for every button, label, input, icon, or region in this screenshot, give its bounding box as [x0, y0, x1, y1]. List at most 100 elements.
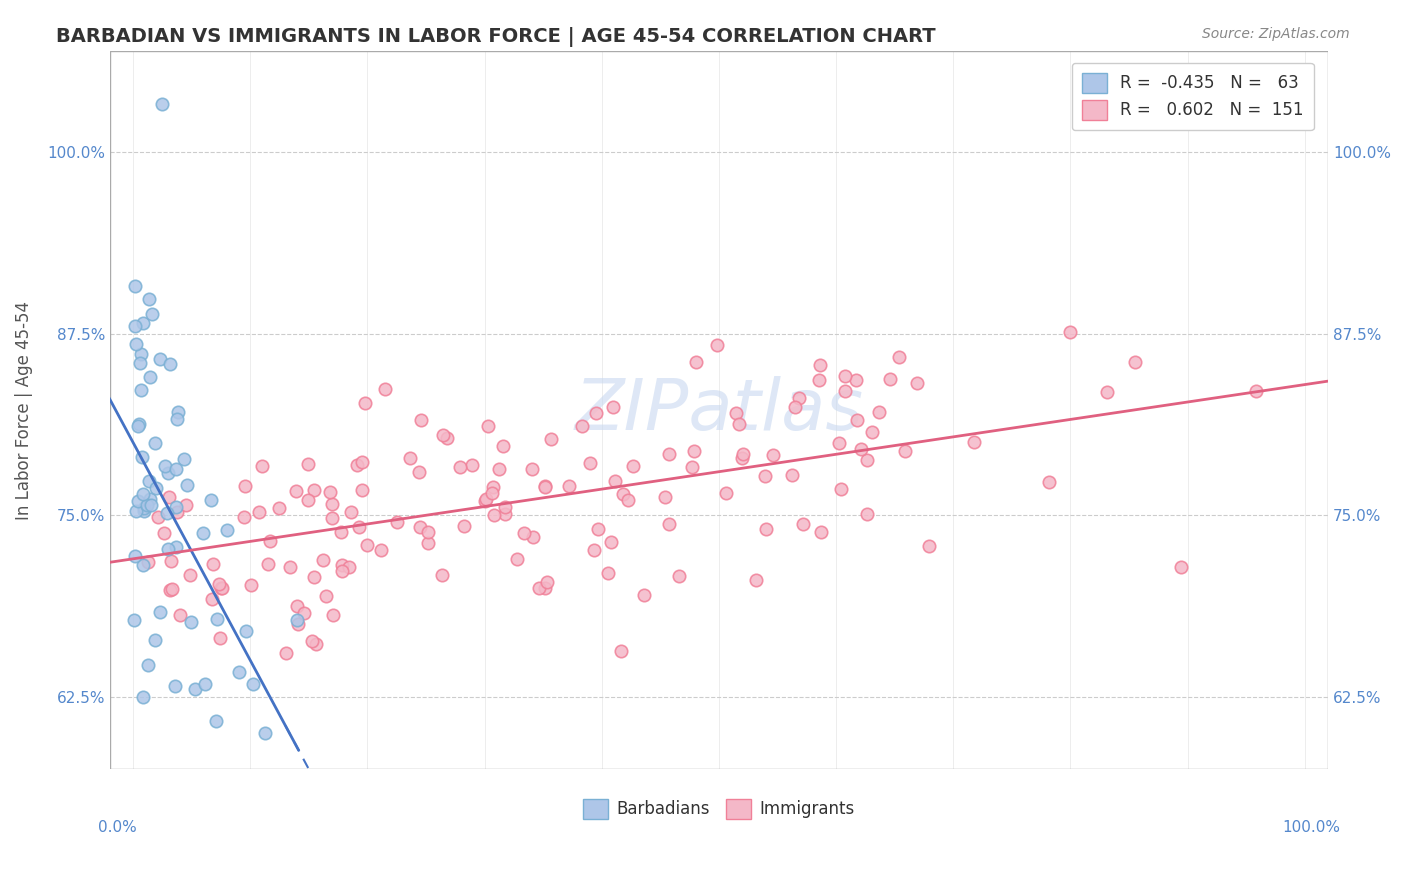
Point [165, 462, 187, 476]
Point [143, 632, 166, 647]
Point [583, 543, 606, 558]
Point [868, 405, 890, 419]
Point [475, 491, 498, 506]
Text: BARBADIAN VS IMMIGRANTS IN LABOR FORCE | AGE 45-54 CORRELATION CHART: BARBADIAN VS IMMIGRANTS IN LABOR FORCE |… [56, 27, 936, 46]
Point [520, 462, 543, 476]
Point [136, 498, 159, 512]
Point [211, 581, 233, 595]
Point [259, 533, 281, 548]
Point [157, 466, 180, 480]
Point [330, 525, 353, 540]
Point [534, 480, 557, 494]
Point [209, 582, 232, 596]
Point [754, 468, 776, 483]
Point [337, 559, 360, 574]
Point [408, 520, 430, 534]
Point [159, 582, 181, 597]
Point [385, 515, 408, 529]
Point [610, 644, 633, 658]
Point [302, 570, 325, 584]
Point [851, 442, 873, 456]
Point [159, 553, 181, 567]
Point [432, 428, 454, 442]
Point [155, 458, 177, 473]
Point [129, 347, 152, 361]
Point [488, 461, 510, 475]
Point [706, 337, 728, 351]
Point [481, 480, 503, 494]
Point [409, 413, 432, 427]
Point [370, 543, 392, 558]
Point [257, 558, 280, 572]
Point [173, 452, 195, 467]
Point [682, 443, 704, 458]
Point [727, 417, 749, 432]
Text: 100.0%: 100.0% [1282, 820, 1340, 835]
Point [208, 576, 231, 591]
Point [136, 555, 159, 569]
Point [321, 511, 343, 525]
Point [267, 500, 290, 515]
Point [399, 451, 422, 466]
Point [263, 800, 285, 814]
Point [714, 486, 737, 500]
Point [205, 714, 228, 728]
Text: ZIPatlas: ZIPatlas [575, 376, 863, 444]
Point [668, 569, 690, 583]
Point [159, 357, 181, 371]
Point [124, 549, 146, 564]
Point [146, 510, 169, 524]
Point [352, 455, 374, 469]
Point [733, 447, 755, 461]
Point [169, 607, 191, 622]
Point [139, 498, 162, 512]
Point [536, 575, 558, 590]
Point [305, 637, 328, 651]
Point [585, 406, 607, 420]
Point [494, 500, 516, 514]
Point [205, 612, 228, 626]
Point [194, 676, 217, 690]
Point [633, 588, 655, 602]
Point [280, 821, 302, 835]
Point [319, 484, 342, 499]
Point [184, 681, 207, 696]
Point [586, 523, 609, 537]
Point [287, 617, 309, 632]
Point [578, 456, 600, 470]
Point [149, 606, 172, 620]
Point [596, 566, 619, 580]
Point [731, 450, 754, 465]
Point [145, 481, 167, 495]
Point [347, 519, 370, 533]
Point [755, 522, 778, 536]
Point [134, 504, 156, 518]
Point [139, 370, 162, 384]
Point [122, 613, 145, 627]
Point [602, 401, 624, 415]
Point [621, 458, 644, 473]
Point [150, 97, 173, 112]
Point [138, 475, 160, 489]
Point [416, 535, 439, 549]
Point [762, 449, 785, 463]
Point [408, 465, 430, 479]
Point [1244, 384, 1267, 398]
Point [785, 400, 807, 414]
Point [276, 647, 298, 661]
Point [963, 435, 986, 450]
Point [240, 577, 263, 591]
Point [315, 590, 337, 604]
Point [416, 524, 439, 539]
Point [834, 384, 856, 398]
Point [792, 517, 814, 532]
Point [166, 505, 188, 519]
Point [124, 318, 146, 333]
Point [165, 500, 187, 514]
Point [654, 490, 676, 504]
Point [242, 677, 264, 691]
Point [605, 474, 627, 488]
Point [176, 478, 198, 492]
Point [571, 419, 593, 434]
Point [356, 538, 378, 552]
